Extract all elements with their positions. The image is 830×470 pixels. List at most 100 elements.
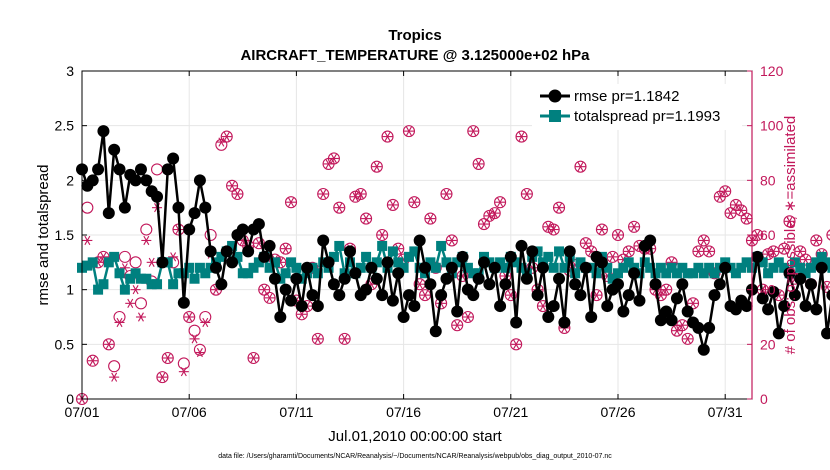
rmse-point [510, 316, 523, 329]
asterisk-stroke [518, 131, 525, 142]
asterisk-stroke [422, 290, 429, 300]
asterisk-stroke [250, 353, 257, 363]
asterisk-stroke [100, 252, 107, 262]
rmse-point [360, 283, 373, 296]
rmse-point [397, 311, 410, 323]
asterisk-stroke [598, 224, 605, 235]
rmse-point [236, 223, 249, 236]
obs-assimilated-point [495, 197, 506, 207]
rmse-point [86, 174, 99, 187]
rmse-point [756, 292, 769, 305]
rmse-point [177, 296, 190, 309]
totalspread-point [312, 268, 323, 279]
asterisk-stroke [454, 320, 461, 330]
asterisk-stroke [143, 235, 150, 246]
obs-assimilated-point [511, 339, 522, 349]
asterisk-stroke [743, 213, 750, 224]
rmse-point [826, 289, 830, 301]
rmse-point [612, 278, 624, 291]
obs-possible-point [381, 130, 394, 143]
obs-assimilated-point [629, 222, 640, 232]
y-right-tick-label: 40 [760, 282, 776, 298]
asterisk-stroke [448, 235, 455, 246]
asterisk-stroke [550, 224, 557, 235]
totalspread-point [355, 262, 366, 273]
legend-rmse-label: rmse pr=1.1842 [574, 88, 679, 105]
obs-assimilated-point [377, 230, 388, 240]
rmse-point [274, 311, 287, 323]
rmse-point [660, 305, 673, 318]
obs-possible-point [510, 338, 523, 351]
chart-title: Tropics [388, 27, 441, 44]
obs-possible-point [215, 138, 228, 151]
obs-possible-point [220, 130, 233, 143]
rmse-point [338, 272, 351, 285]
y-right-tick-label: 60 [760, 227, 776, 243]
y-right-tick-label: 120 [760, 63, 784, 79]
asterisk-stroke [786, 216, 793, 226]
rmse-point [349, 267, 362, 280]
rmse-point [467, 289, 480, 302]
data-file-footer: data file: /Users/gharamti/Documents/NCA… [218, 453, 612, 460]
obs-assimilated-point [334, 203, 345, 213]
rmse-point [301, 261, 314, 274]
asterisk-stroke [582, 238, 589, 248]
totalspread-point [387, 246, 398, 257]
totalspread-point [730, 268, 741, 279]
asterisk-stroke [695, 246, 702, 257]
asterisk-stroke [625, 246, 632, 257]
obs-assimilated-point [286, 197, 297, 207]
rmse-point [381, 256, 394, 269]
obs-assimilated-point [677, 320, 688, 330]
rmse-point [193, 174, 206, 187]
rmse-point [558, 316, 571, 329]
asterisk-stroke [180, 367, 187, 377]
totalspread-point [800, 268, 811, 279]
asterisk-stroke [336, 203, 343, 213]
obs-possible-point [140, 223, 153, 236]
rmse-point [670, 292, 683, 305]
obs-possible-point [515, 130, 528, 143]
asterisk-stroke [427, 213, 434, 224]
rmse-point [783, 267, 796, 280]
obs-possible-point [354, 187, 367, 201]
asterisk-stroke [609, 252, 616, 262]
rmse-point [279, 283, 292, 296]
totalspread-point [398, 262, 409, 273]
asterisk-stroke [738, 205, 745, 216]
totalspread-point [109, 251, 120, 262]
totalspread-point [693, 262, 704, 273]
obs-assimilated-point [264, 293, 275, 303]
rmse-point [799, 300, 812, 313]
obs-assimilated-point [479, 219, 489, 229]
asterisk-stroke [132, 285, 139, 295]
asterisk-stroke [481, 219, 487, 229]
totalspread-point [178, 268, 189, 279]
obs-assimilated-point [468, 126, 479, 136]
obs-assimilated-point [157, 372, 168, 382]
totalspread-point [618, 262, 629, 273]
totalspread-point [436, 240, 447, 251]
rmse-point [483, 278, 496, 291]
obs-possible-point [231, 187, 244, 201]
obs-possible-point [118, 250, 131, 263]
rmse-point [703, 321, 716, 334]
totalspread-point [779, 262, 790, 273]
obs-assimilated-point [162, 353, 173, 363]
obs-assimilated-point [441, 189, 452, 199]
rmse-point [494, 300, 507, 313]
obs-assimilated-point [462, 312, 473, 322]
obs-possible-point [456, 269, 469, 283]
obs-assimilated-point [720, 186, 731, 196]
rmse-point [285, 294, 298, 307]
rmse-point [113, 163, 126, 176]
asterisk-stroke [824, 282, 830, 292]
obs-possible-point [504, 289, 517, 302]
x-tick-label: 07/21 [493, 404, 528, 420]
obs-assimilated-point [671, 326, 682, 336]
obs-possible-point [488, 207, 501, 220]
totalspread-point [602, 262, 613, 273]
obs-assimilated-point [125, 298, 136, 308]
obs-assimilated-point [661, 285, 672, 295]
